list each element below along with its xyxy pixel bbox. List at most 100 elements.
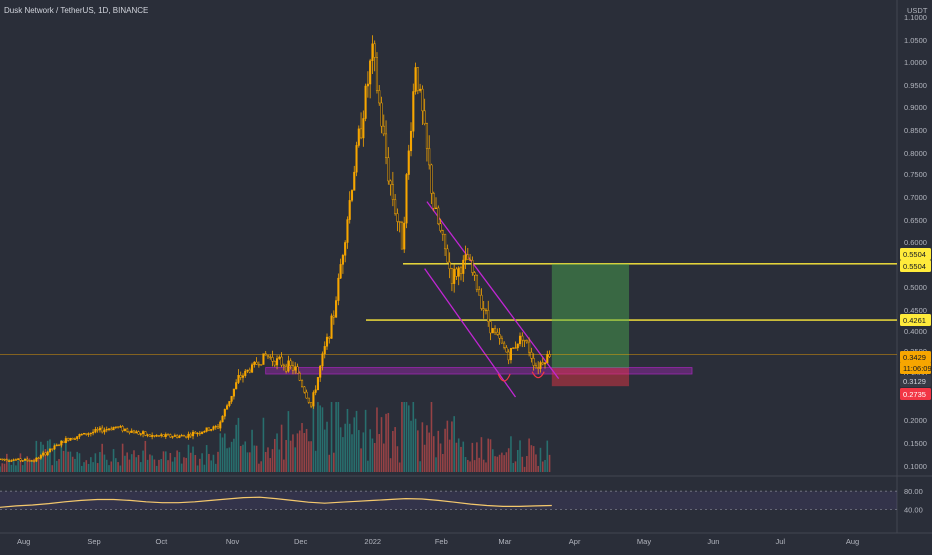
candle-body xyxy=(364,85,367,119)
candle xyxy=(298,371,301,382)
candle xyxy=(19,458,22,462)
stop-badge-label: 0.2735 xyxy=(903,390,926,399)
volume-bar xyxy=(369,429,371,472)
level-upper-b-badge-label: 0.5504 xyxy=(903,262,926,271)
stop-badge[interactable]: 0.2735 xyxy=(900,388,931,400)
candle-body xyxy=(371,43,374,62)
volume-bar xyxy=(419,461,421,472)
candle xyxy=(478,286,481,296)
candle-body xyxy=(373,43,376,58)
candle-body xyxy=(471,259,474,273)
candle xyxy=(391,171,394,207)
level-upper-a-badge[interactable]: 0.5504 xyxy=(900,248,931,260)
candle-body xyxy=(260,364,263,366)
candle-body xyxy=(160,434,163,437)
candle xyxy=(339,258,342,279)
volume-bar xyxy=(76,451,79,472)
volume-bar xyxy=(228,447,231,472)
candle xyxy=(316,377,319,391)
candle-body xyxy=(14,459,17,461)
candle xyxy=(348,191,351,224)
candle-body xyxy=(514,347,517,349)
candle xyxy=(139,432,142,437)
candle xyxy=(364,83,367,122)
level-lower-badge[interactable]: 0.4261 xyxy=(900,314,931,327)
price-tick-label: 0.9500 xyxy=(904,81,927,90)
entry-badge[interactable]: 0.3129 xyxy=(900,375,931,387)
candle-body xyxy=(17,458,20,460)
volume-bar xyxy=(455,442,458,472)
candle xyxy=(185,435,188,439)
volume-bar xyxy=(267,447,269,472)
candle-body xyxy=(173,435,176,437)
price-tick-label: 0.6000 xyxy=(904,238,927,247)
volume-bar xyxy=(112,449,115,472)
last-price-badge[interactable]: 0.3429 xyxy=(900,351,931,363)
candle-body xyxy=(521,335,524,341)
volume-bar xyxy=(292,434,294,472)
target-zone xyxy=(551,263,630,369)
candle xyxy=(441,229,444,241)
candle-body xyxy=(446,248,449,263)
candle-body xyxy=(375,57,379,91)
volume-bar xyxy=(339,427,342,472)
candle-body xyxy=(96,429,99,431)
volume-bar xyxy=(239,446,242,472)
volume-bar xyxy=(362,432,365,472)
level-upper-b-badge[interactable]: 0.5504 xyxy=(900,260,931,272)
last-price-badge-label: 0.3429 xyxy=(903,353,926,362)
candle xyxy=(466,247,469,260)
volume-bar xyxy=(269,458,272,472)
candle xyxy=(92,429,95,436)
volume-bar xyxy=(414,418,417,472)
candle-body xyxy=(255,361,258,365)
volume-bar xyxy=(503,455,505,472)
volume-bar xyxy=(149,454,151,472)
candle xyxy=(450,267,453,292)
candle-body xyxy=(466,254,469,260)
time-axis-label: Sep xyxy=(87,537,100,546)
volume-bar xyxy=(487,438,490,472)
volume-bar xyxy=(410,420,412,472)
candle-body xyxy=(448,261,451,269)
candle-body xyxy=(117,426,120,428)
price-tick-label: 0.1500 xyxy=(904,439,927,448)
volume-bar xyxy=(87,463,90,472)
candle-body xyxy=(480,294,483,309)
candle xyxy=(1,458,4,461)
price-tick-label: 0.7000 xyxy=(904,193,927,202)
volume-bar xyxy=(526,456,528,472)
candle xyxy=(280,352,283,368)
candle xyxy=(291,361,294,375)
candle-body xyxy=(421,88,424,112)
candle xyxy=(360,112,363,140)
volume-bar xyxy=(69,451,72,472)
volume-bar xyxy=(435,457,437,472)
candle-body xyxy=(478,289,481,296)
candle xyxy=(448,252,451,279)
volume-bar xyxy=(498,454,501,472)
volume-bar xyxy=(12,460,15,472)
volume-bar xyxy=(387,412,390,472)
volume-bar xyxy=(457,438,460,472)
volume-bar xyxy=(233,438,235,472)
candle xyxy=(462,255,465,282)
candle-body xyxy=(473,272,476,276)
candle xyxy=(98,426,101,433)
volume-bar xyxy=(35,440,38,472)
rsi-tick-label: 80.00 xyxy=(904,487,923,496)
entry-badge-bg xyxy=(900,375,931,387)
volume-bar xyxy=(151,455,153,472)
candle xyxy=(205,427,208,433)
candle-body xyxy=(369,60,372,85)
candle-body xyxy=(491,328,494,334)
candle-body xyxy=(176,435,179,438)
candle xyxy=(464,245,467,270)
candle xyxy=(194,431,197,434)
candle-body xyxy=(389,180,392,185)
candle xyxy=(487,300,490,327)
candle-body xyxy=(130,430,133,433)
countdown-badge[interactable]: 11:06:09 xyxy=(900,362,932,374)
